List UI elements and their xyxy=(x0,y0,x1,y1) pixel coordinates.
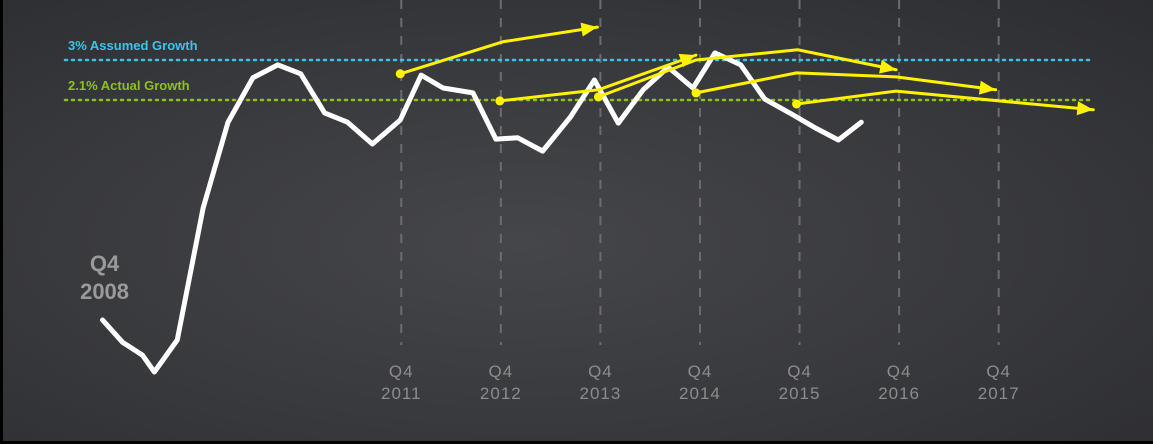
reference-label: 2.1% Actual Growth xyxy=(68,78,190,93)
annotation: Q4 2008 xyxy=(80,251,130,304)
forecast-line xyxy=(498,53,698,103)
x-tick-label: Q4 2017 xyxy=(977,362,1020,403)
forecast-start xyxy=(495,96,505,106)
forecast-start xyxy=(593,92,603,102)
forecast-line xyxy=(694,71,998,95)
x-tick-label: Q4 2014 xyxy=(679,362,721,403)
forecast-start xyxy=(691,88,701,98)
x-tick-label: Q4 2011 xyxy=(380,362,422,403)
arrowhead xyxy=(978,80,996,95)
forecast-line xyxy=(795,89,1095,112)
arrowhead xyxy=(879,59,897,74)
plot xyxy=(63,0,1095,375)
forecast-line xyxy=(398,25,599,76)
actual-line xyxy=(100,50,864,375)
arrowhead xyxy=(1076,101,1094,116)
x-tick-label: Q4 2015 xyxy=(778,362,821,403)
x-tick-label: Q4 2012 xyxy=(479,362,522,403)
x-tick-label: Q4 2016 xyxy=(878,362,921,403)
arrowhead xyxy=(580,22,598,37)
forecast-start xyxy=(792,99,802,109)
forecast-line xyxy=(596,48,898,99)
reference-label: 3% Assumed Growth xyxy=(68,38,198,53)
x-tick-label: Q4 2013 xyxy=(579,362,622,403)
forecast-start xyxy=(395,69,405,79)
